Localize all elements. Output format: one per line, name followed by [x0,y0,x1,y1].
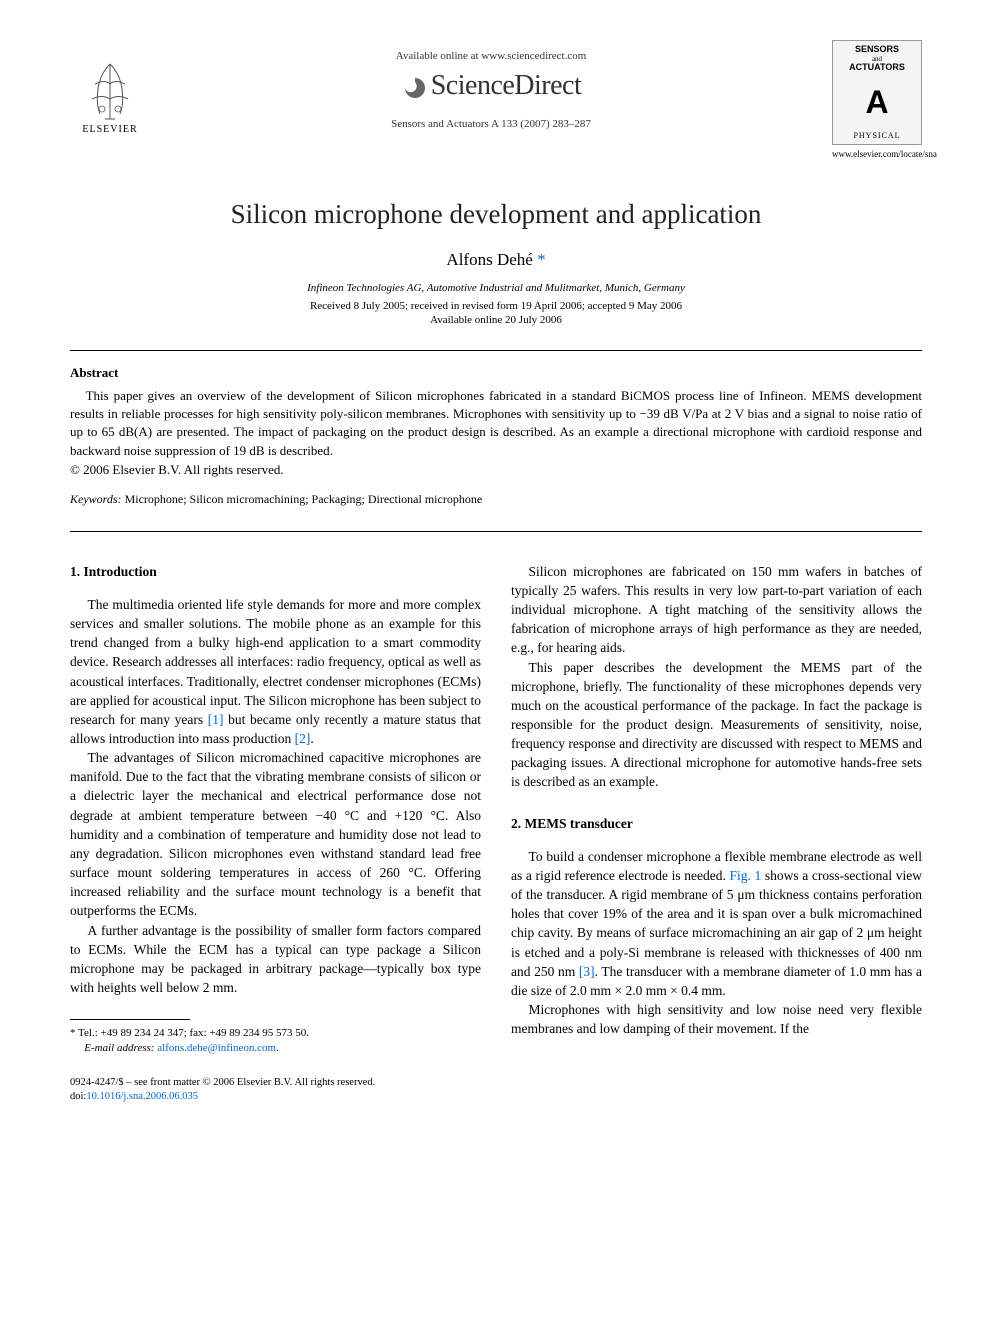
intro-p5: This paper describes the development the… [511,658,922,792]
abstract-body: This paper gives an overview of the deve… [70,387,922,460]
abstract-copyright: © 2006 Elsevier B.V. All rights reserved… [70,462,922,478]
affiliation: Infineon Technologies AG, Automotive Ind… [70,282,922,294]
footnote-email-end: . [276,1042,279,1054]
corresponding-footnote: * Tel.: +49 89 234 24 347; fax: +49 89 2… [70,1026,481,1056]
article-title: Silicon microphone development and appli… [70,199,922,230]
rule-bottom [70,531,922,532]
dates-line-2: Available online 20 July 2006 [70,314,922,326]
dates-line-1: Received 8 July 2005; received in revise… [70,300,922,312]
footer-copyright: 0924-4247/$ – see front matter © 2006 El… [70,1076,922,1090]
footnote-rule [70,1019,190,1020]
footnote-email-label: E-mail address: [84,1042,154,1054]
keywords-text: Microphone; Silicon micromachining; Pack… [122,492,483,506]
mems-p2: Microphones with high sensitivity and lo… [511,1000,922,1038]
elsevier-label: ELSEVIER [82,124,137,135]
intro-p4: Silicon microphones are fabricated on 15… [511,562,922,658]
header-row: ELSEVIER Available online at www.science… [70,40,922,159]
author-name: Alfons Dehé [446,250,532,269]
elsevier-tree-icon [80,59,140,124]
intro-p2: The advantages of Silicon micromachined … [70,748,481,920]
abstract-heading: Abstract [70,365,922,381]
ref-2-link[interactable]: [2] [295,731,311,746]
sciencedirect-swirl-icon [401,74,429,102]
available-online-text: Available online at www.sciencedirect.co… [150,50,832,62]
footer-doi-label: doi: [70,1091,86,1102]
elsevier-logo: ELSEVIER [70,40,150,135]
cover-subtitle: PHYSICAL [853,131,900,140]
sciencedirect-logo: ScienceDirect [150,70,832,102]
keywords-label: Keywords: [70,492,122,506]
author-corresponding-marker[interactable]: * [537,250,546,269]
author-line: Alfons Dehé * [70,250,922,270]
footnote-tel: Tel.: +49 89 234 24 347; fax: +49 89 234… [76,1027,310,1039]
intro-p1: The multimedia oriented life style deman… [70,595,481,748]
cover-line2: ACTUATORS [849,63,905,73]
sciencedirect-text: ScienceDirect [431,70,582,101]
footnote-email-link[interactable]: alfons.dehe@infineon.com [157,1042,276,1054]
fig-1-link[interactable]: Fig. 1 [729,868,761,883]
ref-1-link[interactable]: [1] [208,712,224,727]
header-center: Available online at www.sciencedirect.co… [150,40,832,130]
journal-cover-block: SENSORS and ACTUATORS A PHYSICAL www.els… [832,40,922,159]
section-heading-intro: 1. Introduction [70,562,481,581]
column-right: Silicon microphones are fabricated on 15… [511,562,922,1056]
cover-letter: A [865,86,888,118]
intro-p3: A further advantage is the possibility o… [70,921,481,998]
journal-reference: Sensors and Actuators A 133 (2007) 283–2… [150,118,832,130]
journal-url: www.elsevier.com/locate/sna [832,149,922,159]
journal-cover-box: SENSORS and ACTUATORS A PHYSICAL [832,40,922,145]
mems-p1: To build a condenser microphone a flexib… [511,847,922,1000]
keywords-line: Keywords: Microphone; Silicon micromachi… [70,492,922,507]
section-heading-mems: 2. MEMS transducer [511,814,922,833]
cover-line1: SENSORS [849,45,905,55]
rule-top [70,350,922,351]
ref-3-link[interactable]: [3] [579,964,595,979]
footer-doi-link[interactable]: 10.1016/j.sna.2006.06.035 [86,1091,198,1102]
column-left: 1. Introduction The multimedia oriented … [70,562,481,1056]
page-footer: 0924-4247/$ – see front matter © 2006 El… [70,1076,922,1104]
two-column-body: 1. Introduction The multimedia oriented … [70,562,922,1056]
